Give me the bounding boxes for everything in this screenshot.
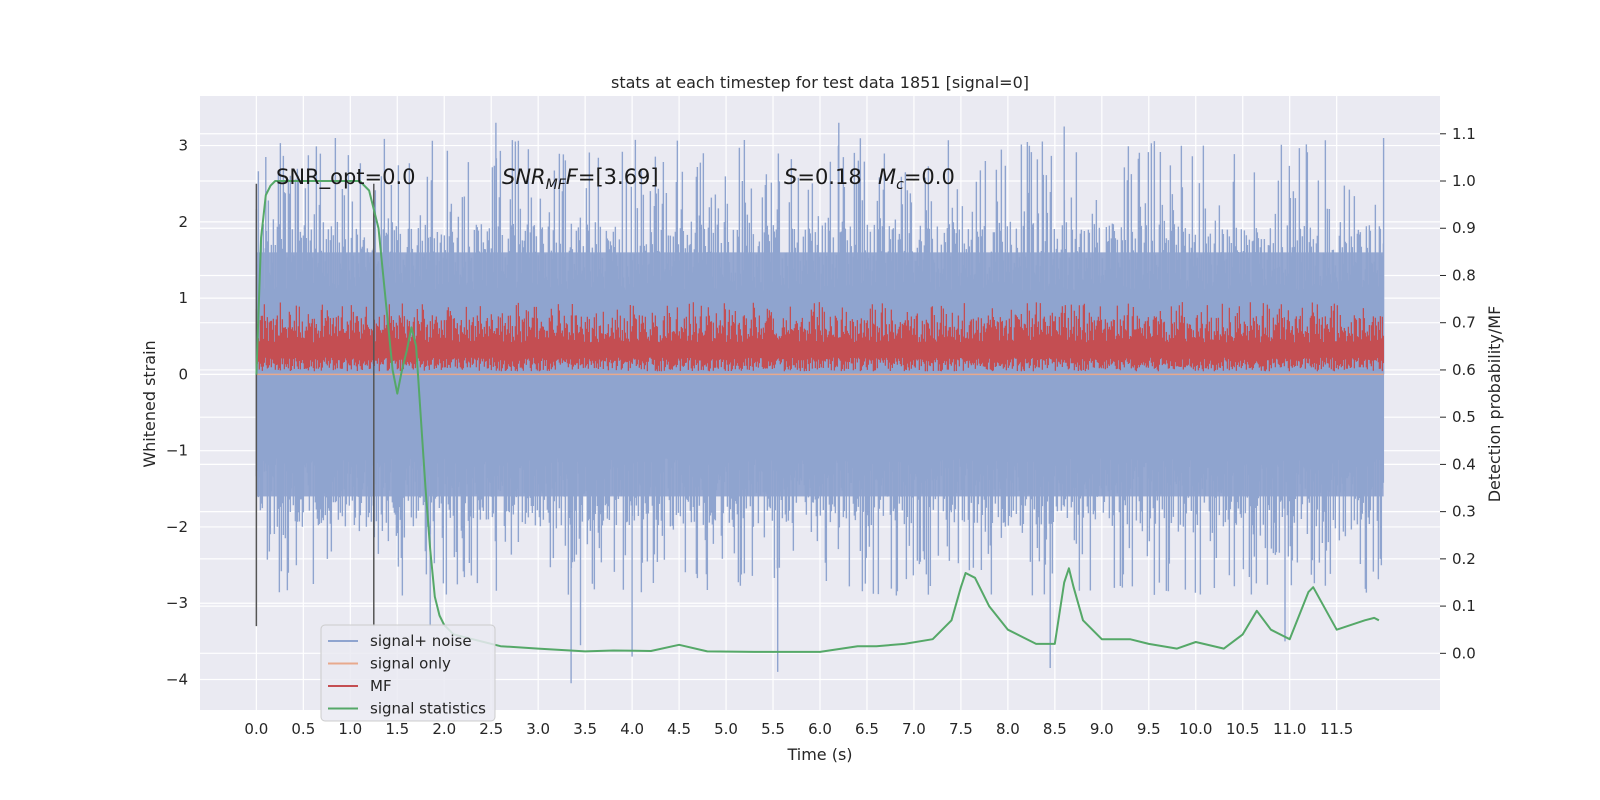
y-tick-label: 1 [178, 289, 188, 307]
chart-title: stats at each timestep for test data 185… [611, 73, 1029, 92]
y2-tick-label: 0.3 [1452, 503, 1476, 521]
x-tick-label: 7.0 [902, 720, 926, 738]
y2-tick-label: 0.4 [1452, 455, 1476, 473]
annotation-snr-mf-subscript: MF [546, 177, 567, 193]
y-axis-label: Whitened strain [140, 340, 159, 467]
annotation-s-value: =0.18 [797, 165, 861, 189]
x-tick-label: 9.5 [1137, 720, 1161, 738]
legend-box [320, 624, 496, 722]
y-tick-label: 3 [178, 137, 188, 155]
annotation-s-symbol: S [784, 165, 797, 189]
x-tick-label: 8.5 [1043, 720, 1067, 738]
y2-tick-label: 0.5 [1452, 408, 1476, 426]
x-tick-label: 5.5 [761, 720, 785, 738]
y2-tick-label: 0.9 [1452, 219, 1476, 237]
x-tick-label: 1.5 [385, 720, 409, 738]
vertical-markers [255, 183, 375, 627]
legend-label: signal only [370, 655, 451, 673]
x-tick-label: 6.5 [855, 720, 879, 738]
annotation-mc: Mc=0.0 [878, 165, 955, 193]
y2-tick-label: 0.7 [1452, 314, 1476, 332]
annotation-snr-mf: SNRMFF=[3.69] [502, 165, 659, 193]
y-tick-label: −2 [166, 518, 188, 536]
annotation-mc-value: =0.0 [904, 165, 955, 189]
x-tick-label: 10.5 [1226, 720, 1259, 738]
legend-label: MF [370, 677, 392, 695]
x-tick-label: 6.0 [808, 720, 832, 738]
annotation-snr-mf-value: =[3.69] [578, 165, 659, 189]
x-tick-label: 7.5 [949, 720, 973, 738]
x-tick-label: 3.0 [526, 720, 550, 738]
x-tick-label: 2.0 [432, 720, 456, 738]
legend: signal+ noise signal only MF signal statist… [320, 624, 496, 722]
y2-tick-label: 1.0 [1452, 172, 1476, 190]
x-tick-label: 9.0 [1090, 720, 1114, 738]
x-tick-label: 11.5 [1320, 720, 1353, 738]
x-tick-label: 4.5 [667, 720, 691, 738]
y-tick-label: 0 [178, 365, 188, 383]
x-tick-label: 10.0 [1179, 720, 1212, 738]
x-tick-label: 4.0 [620, 720, 644, 738]
annotation-mc-subscript: c [896, 177, 904, 193]
annotation-mc-symbol: M [878, 165, 896, 189]
x-tick-label: 5.0 [714, 720, 738, 738]
y2-tick-label: 1.1 [1452, 125, 1476, 143]
y-tick-labels: 3 2 1 0 −1 −2 −3 −4 [166, 137, 188, 689]
y-tick-label: −1 [166, 442, 188, 460]
y2-tick-label: 0.2 [1452, 550, 1476, 568]
x-tick-label: 0.5 [291, 720, 315, 738]
annotation-s: S=0.18 [784, 165, 862, 189]
x-axis-label: Time (s) [786, 745, 852, 764]
y2-tick-label: 0.0 [1452, 644, 1476, 662]
series-signal-statistics [255, 180, 1380, 653]
x-tick-label: 2.5 [479, 720, 503, 738]
y2-tick-label: 0.6 [1452, 361, 1476, 379]
y2-tick-labels: 1.1 1.0 0.9 0.8 0.7 0.6 0.5 0.4 0.3 0.2 0.1 0.0 [1440, 125, 1476, 662]
annotation-snr-opt: SNR_opt=0.0 [276, 165, 416, 190]
x-tick-label: 8.0 [996, 720, 1020, 738]
y-tick-label: 2 [178, 213, 188, 231]
y2-tick-label: 0.8 [1452, 266, 1476, 284]
legend-label: signal+ noise [370, 632, 472, 650]
y2-tick-label: 0.1 [1452, 597, 1476, 615]
y-tick-label: −3 [166, 594, 188, 612]
signal-statistics-line [255, 180, 1380, 653]
y-tick-label: −4 [166, 670, 188, 688]
x-tick-label: 3.5 [573, 720, 597, 738]
legend-label: signal statistics [370, 700, 486, 718]
x-tick-label: 1.0 [338, 720, 362, 738]
y2-axis-label: Detection probability/MF [1485, 306, 1504, 503]
x-tick-labels: 0.0 0.5 1.0 1.5 2.0 2.5 3.0 3.5 4.0 4.5 5.0 5.5 6.0 6… [244, 720, 1353, 738]
x-tick-label: 0.0 [244, 720, 268, 738]
x-tick-label: 11.0 [1273, 720, 1306, 738]
annotation-snr-mf-symbol: SNR [502, 165, 546, 189]
